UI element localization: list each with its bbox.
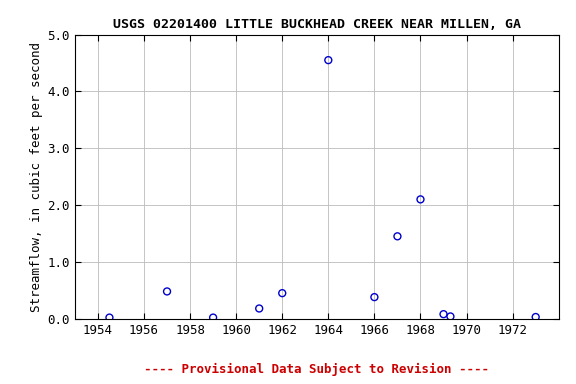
Point <box>439 311 448 317</box>
Point <box>255 305 264 311</box>
Point <box>446 313 455 319</box>
Title: USGS 02201400 LITTLE BUCKHEAD CREEK NEAR MILLEN, GA: USGS 02201400 LITTLE BUCKHEAD CREEK NEAR… <box>113 18 521 31</box>
Point <box>370 294 379 300</box>
Point <box>393 233 402 239</box>
Point <box>105 314 114 321</box>
Point <box>324 57 333 63</box>
Y-axis label: Streamflow, in cubic feet per second: Streamflow, in cubic feet per second <box>31 41 43 312</box>
Point <box>278 290 287 296</box>
Point <box>162 288 172 295</box>
Point <box>531 314 540 320</box>
Text: ---- Provisional Data Subject to Revision ----: ---- Provisional Data Subject to Revisio… <box>145 363 489 376</box>
Point <box>209 314 218 321</box>
Point <box>416 196 425 202</box>
